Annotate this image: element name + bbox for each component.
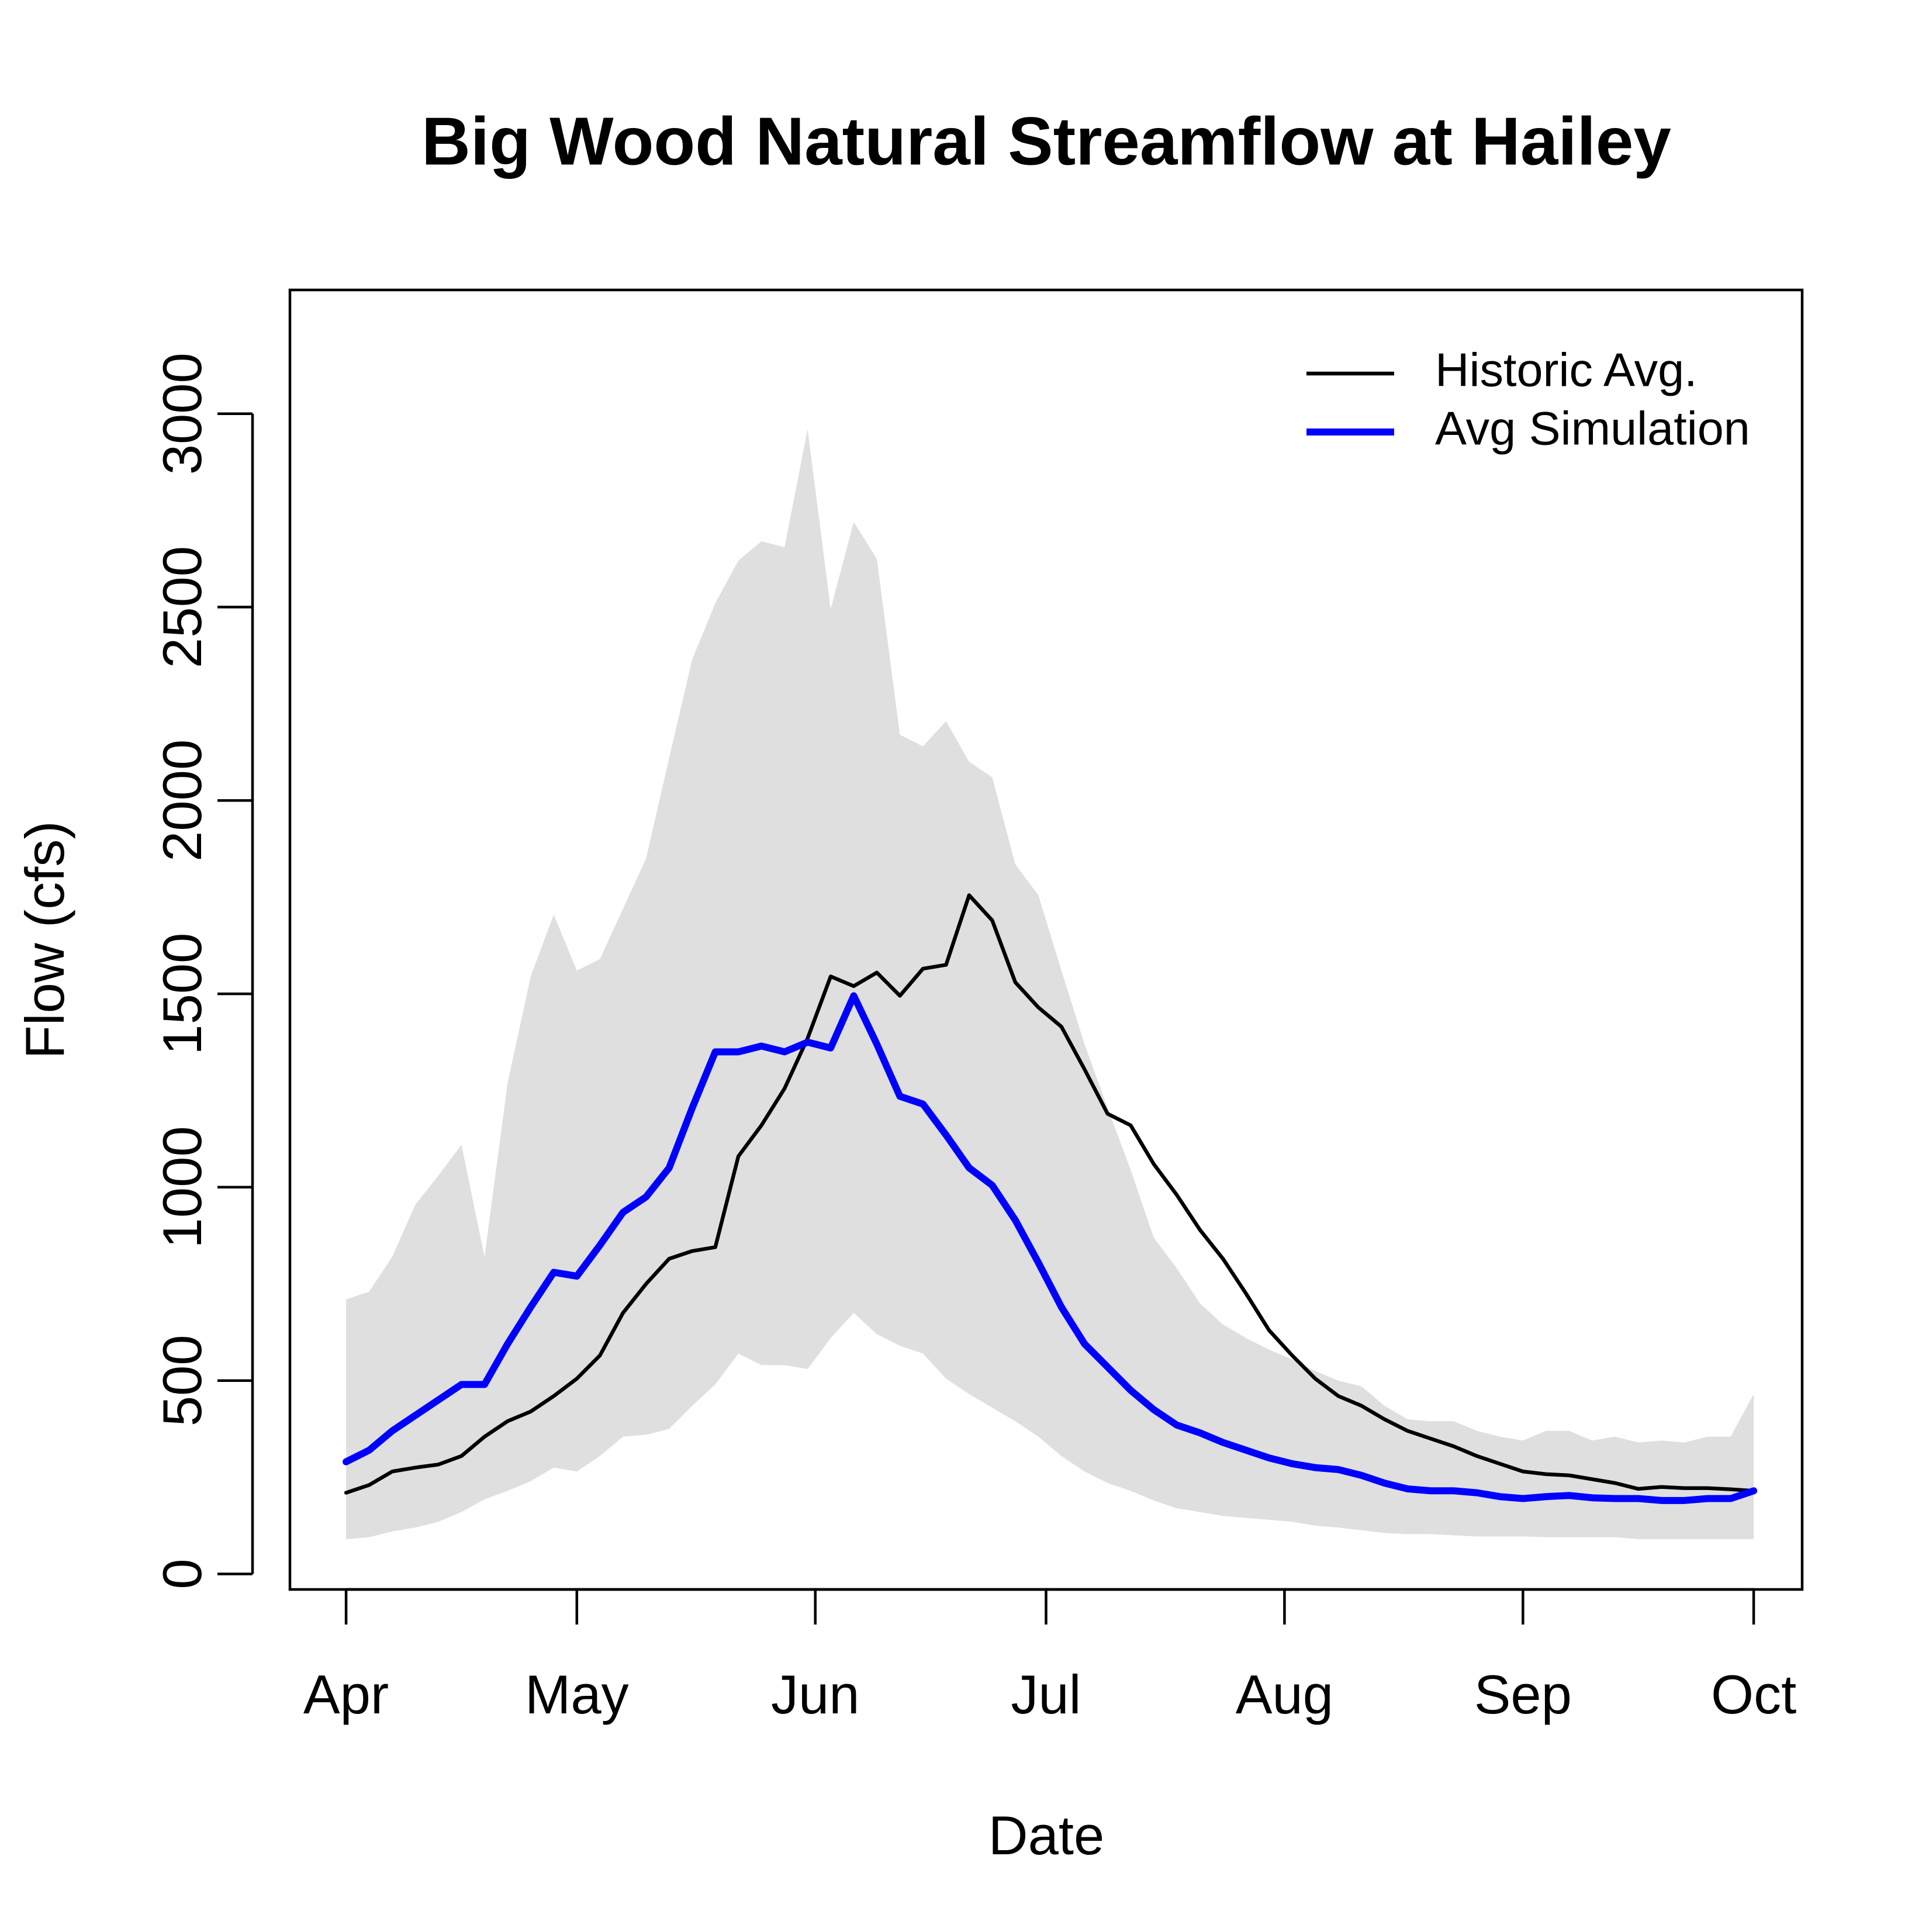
series-line [344, 893, 1756, 1495]
y-tick-label: 2000 [151, 739, 213, 862]
y-tick-label: 0 [151, 1558, 213, 1589]
y-tick-label: 3000 [151, 352, 213, 475]
x-tick-label: Sep [1474, 1664, 1572, 1725]
x-axis-title: Date [988, 1805, 1105, 1866]
chart-title: Big Wood Natural Streamflow at Hailey [421, 103, 1671, 179]
x-tick-label: Aug [1236, 1664, 1333, 1725]
legend-label: Historic Avg. [1435, 344, 1698, 396]
x-tick-label: Jul [1011, 1664, 1081, 1725]
y-tick-label: 1500 [151, 933, 213, 1055]
y-tick-label: 1000 [151, 1126, 213, 1248]
x-tick-label: Jun [771, 1664, 860, 1725]
x-tick-label: May [525, 1664, 629, 1725]
y-axis-title: Flow (cfs) [14, 821, 75, 1059]
x-tick-label: Apr [303, 1664, 389, 1725]
range-band [346, 429, 1754, 1539]
y-tick-label: 500 [151, 1335, 213, 1426]
series-line [343, 992, 1758, 1504]
y-tick-label: 2500 [151, 546, 213, 668]
legend-label: Avg Simulation [1435, 402, 1750, 455]
x-tick-label: Oct [1711, 1664, 1796, 1725]
